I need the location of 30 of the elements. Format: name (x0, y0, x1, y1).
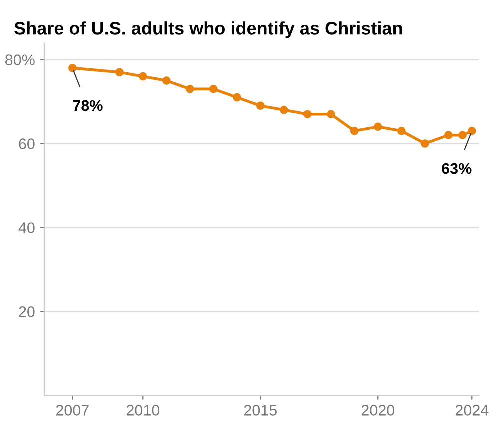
point (468, 126, 476, 136)
point (458, 131, 467, 140)
x-tick-label: 2015 (244, 405, 277, 416)
x-tick-label: 2024 (456, 405, 489, 416)
y-tick-label: 20 (19, 306, 35, 318)
x-tick-label: 2007 (56, 405, 89, 416)
y-tick-label: 60 (19, 138, 35, 150)
point (256, 102, 265, 110)
point (374, 122, 382, 132)
point (303, 110, 312, 119)
point (350, 126, 359, 136)
point (209, 85, 218, 94)
x-tick-label: 2020 (362, 405, 395, 416)
point (68, 64, 77, 72)
chart-title: Share of U.S. adults who identify as Christian (14, 22, 402, 38)
point (420, 140, 430, 148)
annotation: 63% (442, 163, 472, 174)
point (115, 68, 124, 77)
point (186, 85, 194, 94)
point (397, 126, 406, 136)
point (232, 93, 242, 102)
point (162, 76, 171, 85)
annotation: 78% (73, 100, 103, 112)
point (444, 131, 453, 140)
y-tick-label: 80% (6, 54, 35, 66)
y-tick-label: 40 (18, 222, 35, 234)
point (326, 110, 336, 119)
point (138, 72, 148, 81)
point (280, 106, 288, 114)
x-tick-label: 2010 (126, 405, 160, 416)
